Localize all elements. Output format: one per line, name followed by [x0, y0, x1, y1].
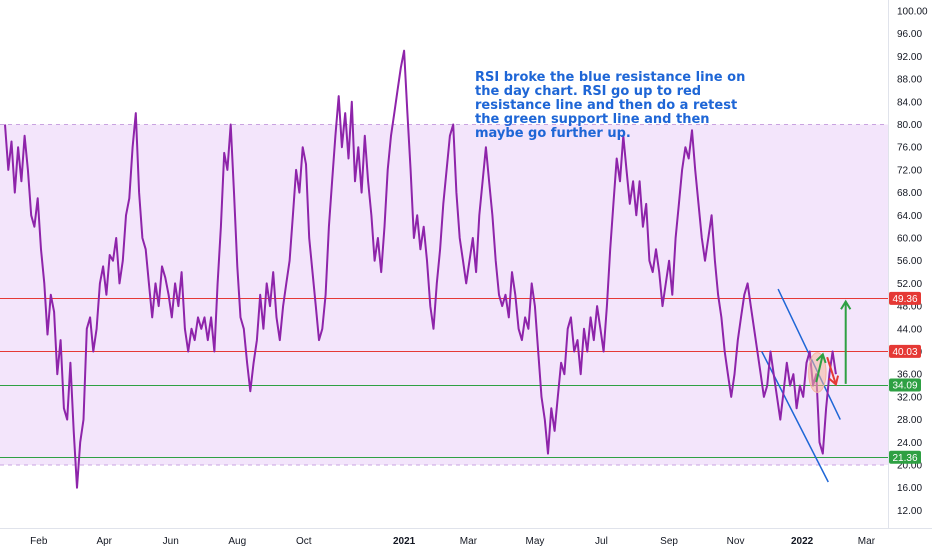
time-axis: Feb Apr Jun Aug Oct 2021 Mar May Jul Sep Nov 2022 Ma…	[30, 536, 876, 547]
price-axis: 100.00 96.00 92.00 88.00 84.00 80.00 76.00 72.0…	[897, 7, 928, 517]
y-tick-label: 88.00	[897, 75, 922, 86]
annotation-line-0: RSI broke the blue resistance line on	[475, 70, 745, 85]
overbought-oversold-band	[0, 124, 888, 466]
x-tick-label: Nov	[727, 536, 745, 547]
y-tick-label: 96.00	[897, 29, 922, 40]
y-tick-label: 84.00	[897, 97, 922, 108]
y-tick-label: 32.00	[897, 392, 922, 403]
x-tick-label: Feb	[30, 536, 48, 547]
x-tick-label: 2021	[393, 536, 416, 547]
x-tick-label: Sep	[660, 536, 678, 547]
y-tick-label: 28.00	[897, 415, 922, 426]
level-badge-0	[889, 291, 921, 305]
y-tick-label: 80.00	[897, 120, 922, 131]
y-tick-label: 20.00	[897, 461, 922, 472]
arrow-head-2	[840, 299, 852, 310]
arrow-head-1	[828, 375, 840, 387]
y-tick-label: 36.00	[897, 370, 922, 381]
x-tick-label: Jul	[595, 536, 608, 547]
level-badge-label: 40.03	[892, 347, 917, 358]
y-tick-label: 76.00	[897, 143, 922, 154]
annotation-text: RSI broke the blue resistance line onthe…	[475, 70, 745, 141]
level-badge-3	[889, 450, 921, 464]
y-tick-label: 24.00	[897, 438, 922, 449]
level-lines	[0, 298, 888, 458]
x-tick-label: Oct	[296, 536, 312, 547]
y-tick-label: 72.00	[897, 165, 922, 176]
x-tick-label: Mar	[460, 536, 478, 547]
y-tick-label: 60.00	[897, 234, 922, 245]
y-tick-label: 44.00	[897, 324, 922, 335]
y-tick-label: 92.00	[897, 52, 922, 63]
rsi-line	[4, 49, 837, 489]
annotation-line-1: the day chart. RSI go up to red	[475, 84, 701, 99]
projection-arrows	[815, 299, 852, 387]
level-badge-label: 21.36	[892, 453, 917, 464]
y-tick-label: 64.00	[897, 211, 922, 222]
rsi-series	[4, 49, 837, 489]
level-badge-label: 34.09	[892, 381, 917, 392]
level-badges: 49.36 40.03 34.09 21.36	[889, 291, 921, 464]
y-tick-label: 12.00	[897, 506, 922, 517]
y-tick-label: 48.00	[897, 302, 922, 313]
y-tick-label: 68.00	[897, 188, 922, 199]
y-tick-label: 56.00	[897, 256, 922, 267]
arrow-shaft-1	[826, 356, 837, 385]
x-tick-label: Mar	[858, 536, 876, 547]
x-tick-label: 2022	[791, 536, 814, 547]
level-badge-1	[889, 344, 921, 358]
annotation-line-4: maybe go further up.	[475, 126, 631, 141]
x-tick-label: Apr	[96, 536, 112, 547]
x-tick-label: Jun	[163, 536, 179, 547]
arrow-head-0	[815, 352, 827, 364]
y-tick-label: 100.00	[897, 7, 928, 18]
x-tick-label: May	[525, 536, 544, 547]
level-badge-label: 49.36	[892, 294, 917, 305]
annotation-line-3: the green support line and then	[475, 112, 710, 127]
level-badge-2	[889, 378, 921, 392]
y-tick-label: 52.00	[897, 279, 922, 290]
y-tick-label: 16.00	[897, 483, 922, 494]
band-fill	[0, 124, 888, 465]
arrow-shaft-0	[815, 354, 824, 383]
annotation-line-2: resistance line and then do a retest	[475, 98, 737, 113]
x-tick-label: Aug	[228, 536, 246, 547]
